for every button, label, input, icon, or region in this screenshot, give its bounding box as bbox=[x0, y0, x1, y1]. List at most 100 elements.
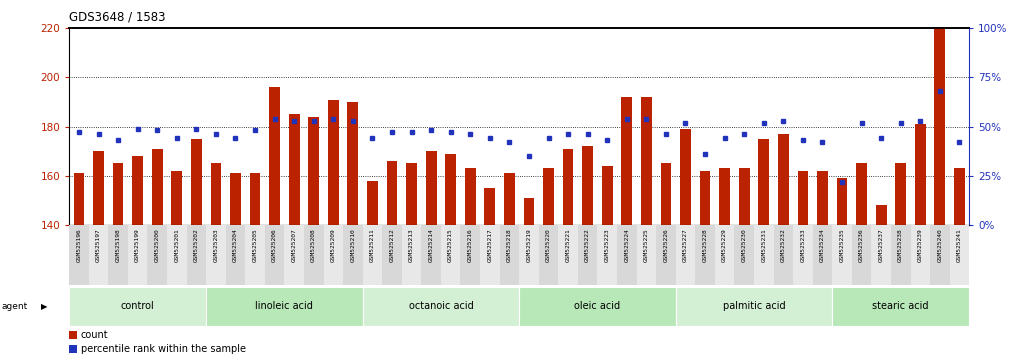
Bar bbox=[797, 171, 809, 225]
Text: GSM525229: GSM525229 bbox=[722, 228, 727, 262]
Text: GSM525232: GSM525232 bbox=[781, 228, 786, 262]
Bar bbox=[950, 225, 969, 285]
Text: GSM525200: GSM525200 bbox=[155, 228, 160, 262]
Bar bbox=[597, 225, 617, 285]
Bar bbox=[128, 225, 147, 285]
Bar bbox=[602, 166, 612, 225]
Bar bbox=[327, 99, 339, 225]
Text: GSM525207: GSM525207 bbox=[292, 228, 297, 262]
Text: GSM525230: GSM525230 bbox=[741, 228, 746, 262]
Bar bbox=[270, 87, 280, 225]
Text: GSM525234: GSM525234 bbox=[820, 228, 825, 262]
Text: palmitic acid: palmitic acid bbox=[723, 301, 785, 311]
Bar bbox=[696, 225, 715, 285]
Bar bbox=[910, 225, 931, 285]
Bar bbox=[754, 225, 774, 285]
Bar bbox=[69, 225, 88, 285]
Text: GDS3648 / 1583: GDS3648 / 1583 bbox=[69, 10, 166, 23]
Bar bbox=[445, 154, 456, 225]
Text: GSM525220: GSM525220 bbox=[546, 228, 551, 262]
Text: GSM525228: GSM525228 bbox=[703, 228, 708, 262]
Text: agent: agent bbox=[1, 302, 27, 311]
Bar bbox=[719, 168, 730, 225]
Bar bbox=[426, 151, 436, 225]
Bar bbox=[778, 134, 789, 225]
Text: oleic acid: oleic acid bbox=[575, 301, 620, 311]
Bar bbox=[343, 225, 363, 285]
Text: GSM525219: GSM525219 bbox=[527, 228, 532, 262]
Text: octanoic acid: octanoic acid bbox=[409, 301, 473, 311]
Bar bbox=[73, 173, 84, 225]
Bar bbox=[441, 225, 461, 285]
Text: GSM525226: GSM525226 bbox=[663, 228, 668, 262]
Text: stearic acid: stearic acid bbox=[873, 301, 929, 311]
Bar bbox=[211, 164, 222, 225]
Bar bbox=[543, 168, 554, 225]
Bar bbox=[108, 225, 128, 285]
Bar bbox=[621, 97, 633, 225]
Bar bbox=[167, 225, 186, 285]
Bar bbox=[675, 287, 832, 326]
Text: GSM525199: GSM525199 bbox=[135, 228, 140, 262]
Bar bbox=[245, 225, 264, 285]
Bar bbox=[856, 164, 866, 225]
Bar bbox=[406, 164, 417, 225]
Bar bbox=[759, 139, 769, 225]
Bar bbox=[226, 225, 245, 285]
Text: GSM525213: GSM525213 bbox=[409, 228, 414, 262]
Bar bbox=[264, 225, 285, 285]
Bar bbox=[793, 225, 813, 285]
Text: GSM525210: GSM525210 bbox=[351, 228, 355, 262]
Bar bbox=[69, 287, 206, 326]
Bar bbox=[891, 225, 910, 285]
Bar bbox=[386, 161, 398, 225]
Text: control: control bbox=[121, 301, 155, 311]
Text: GSM525209: GSM525209 bbox=[331, 228, 336, 262]
Bar bbox=[88, 225, 108, 285]
Bar bbox=[915, 124, 925, 225]
Bar bbox=[562, 149, 574, 225]
Bar bbox=[641, 97, 652, 225]
Bar bbox=[578, 225, 597, 285]
Text: GSM525237: GSM525237 bbox=[879, 228, 884, 262]
Text: GSM525217: GSM525217 bbox=[487, 228, 492, 262]
Bar bbox=[832, 225, 852, 285]
Bar bbox=[304, 225, 323, 285]
Bar bbox=[113, 164, 123, 225]
Bar bbox=[206, 225, 226, 285]
Bar bbox=[348, 102, 358, 225]
Text: GSM525233: GSM525233 bbox=[800, 228, 805, 262]
Text: GSM525198: GSM525198 bbox=[116, 228, 121, 262]
Text: percentile rank within the sample: percentile rank within the sample bbox=[81, 344, 246, 354]
Text: GSM525239: GSM525239 bbox=[917, 228, 922, 262]
Bar bbox=[249, 173, 260, 225]
Bar bbox=[872, 225, 891, 285]
Bar bbox=[675, 225, 696, 285]
Text: GSM525208: GSM525208 bbox=[311, 228, 316, 262]
Bar bbox=[94, 151, 104, 225]
Text: count: count bbox=[81, 330, 109, 341]
Bar bbox=[680, 129, 691, 225]
Text: GSM525204: GSM525204 bbox=[233, 228, 238, 262]
Bar bbox=[499, 225, 520, 285]
Text: GSM525202: GSM525202 bbox=[194, 228, 199, 262]
Text: GSM525218: GSM525218 bbox=[506, 228, 512, 262]
Bar bbox=[520, 225, 539, 285]
Text: GSM525214: GSM525214 bbox=[428, 228, 433, 262]
Bar bbox=[480, 225, 499, 285]
Text: ▶: ▶ bbox=[41, 302, 47, 311]
Bar bbox=[308, 117, 319, 225]
Bar bbox=[363, 225, 382, 285]
Text: GSM525212: GSM525212 bbox=[390, 228, 395, 262]
Bar bbox=[382, 225, 402, 285]
Text: GSM525235: GSM525235 bbox=[839, 228, 844, 262]
Bar bbox=[421, 225, 441, 285]
Bar bbox=[484, 188, 495, 225]
Bar bbox=[230, 173, 241, 225]
Bar bbox=[147, 225, 167, 285]
Text: GSM525238: GSM525238 bbox=[898, 228, 903, 262]
Bar bbox=[367, 181, 377, 225]
Bar bbox=[700, 171, 711, 225]
Bar bbox=[539, 225, 558, 285]
Bar bbox=[186, 225, 206, 285]
